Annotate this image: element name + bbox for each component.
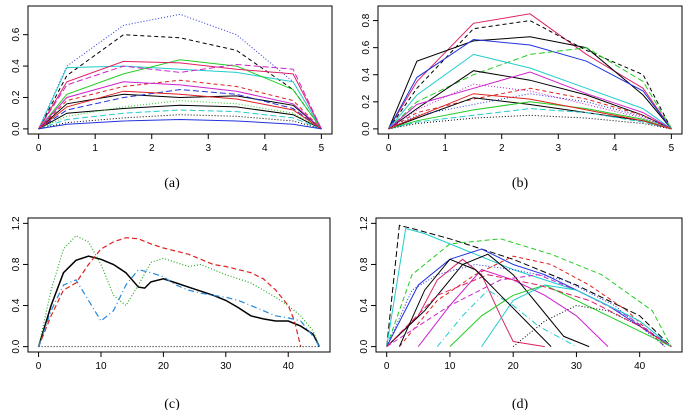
series-line-b-b9 — [388, 87, 672, 130]
x-tick-label-d-1: 10 — [444, 361, 456, 372]
plot-frame-a — [27, 5, 333, 135]
x-tick-label-d-0: 0 — [384, 361, 390, 372]
series-line-b-b8 — [388, 71, 672, 130]
series-line-b-b5 — [388, 47, 672, 130]
x-tick-label-b-3: 3 — [555, 143, 561, 154]
y-tick-label-c-0: 0.0 — [11, 339, 22, 353]
series-line-a-a4 — [38, 59, 322, 130]
series-line-d-d13 — [386, 274, 672, 348]
panel-caption-b: (b) — [512, 176, 529, 191]
series-line-b-b7 — [388, 53, 672, 130]
y-tick-label-a-2: 0.4 — [11, 59, 22, 73]
x-tick-label-a-2: 2 — [149, 143, 155, 154]
y-tick-label-b-2: 0.4 — [361, 67, 372, 81]
panel-caption-a: (a) — [164, 176, 180, 191]
series-line-d-d16 — [398, 258, 552, 347]
series-line-d-d1 — [386, 224, 672, 347]
series-line-b-b2 — [388, 36, 672, 130]
x-tick-label-a-3: 3 — [205, 143, 211, 154]
y-tick-label-a-1: 0.2 — [11, 90, 22, 104]
series-line-d-d8 — [399, 255, 666, 347]
series-line-b-b3 — [388, 20, 672, 130]
series-line-b-b4 — [388, 38, 672, 130]
x-tick-label-c-1: 10 — [95, 361, 107, 372]
series-line-d-d9 — [436, 289, 577, 348]
series-line-a-a9 — [38, 79, 322, 130]
series-line-d-d7 — [386, 253, 590, 348]
series-line-b-b12 — [388, 101, 672, 130]
series-line-a-a15 — [38, 90, 322, 130]
series-line-c-c-red — [38, 237, 302, 347]
y-tick-label-c-1: 0.4 — [11, 298, 22, 312]
y-tick-label-d-1: 0.4 — [359, 298, 370, 312]
series-line-d-d11 — [449, 284, 672, 348]
series-line-b-b13 — [388, 108, 672, 130]
x-tick-label-a-4: 4 — [262, 143, 268, 154]
x-tick-label-b-2: 2 — [499, 143, 505, 154]
x-tick-label-c-4: 40 — [283, 361, 295, 372]
x-tick-label-b-5: 5 — [669, 143, 675, 154]
panel-caption-d: (d) — [512, 397, 529, 410]
series-line-c-c-black — [37, 255, 321, 347]
x-tick-label-b-0: 0 — [386, 143, 392, 154]
series-line-d-d14 — [481, 284, 672, 347]
y-tick-label-d-2: 0.8 — [359, 257, 370, 271]
x-tick-label-c-2: 20 — [158, 361, 170, 372]
x-tick-label-a-0: 0 — [36, 143, 42, 154]
x-tick-label-b-1: 1 — [442, 143, 448, 154]
y-tick-label-a-3: 0.6 — [11, 27, 22, 41]
series-line-a-a8 — [38, 104, 322, 130]
series-line-a-a1 — [38, 34, 322, 130]
y-tick-label-d-3: 1.2 — [359, 216, 370, 230]
y-tick-label-c-2: 0.8 — [11, 257, 22, 271]
x-tick-label-a-1: 1 — [92, 143, 98, 154]
x-tick-label-d-2: 20 — [508, 361, 520, 372]
y-tick-label-b-3: 0.6 — [361, 40, 372, 54]
y-tick-label-b-0: 0.0 — [361, 121, 372, 135]
x-tick-label-c-0: 0 — [36, 361, 42, 372]
series-line-b-b10 — [388, 97, 672, 130]
series-line-b-b16 — [388, 93, 672, 130]
x-tick-label-d-4: 40 — [634, 361, 646, 372]
panel-caption-c: (c) — [164, 397, 180, 410]
series-line-a-a13 — [38, 81, 322, 130]
y-tick-label-a-0: 0.0 — [11, 121, 22, 135]
series-line-d-d12 — [512, 304, 672, 348]
series-line-b-b6 — [388, 70, 672, 130]
series-line-c-c-blue — [38, 268, 320, 347]
series-line-a-a12 — [38, 109, 322, 130]
series-line-b-b14 — [388, 83, 672, 130]
series-line-d-d15 — [386, 274, 672, 348]
series-line-a-a11 — [38, 100, 322, 130]
series-line-a-a7 — [38, 93, 322, 130]
x-tick-label-c-3: 30 — [220, 361, 232, 372]
plot-frame-c — [27, 217, 331, 353]
series-line-d-d5 — [386, 258, 545, 348]
y-tick-label-c-3: 1.2 — [11, 216, 22, 230]
plot-frame-d — [375, 217, 683, 353]
x-tick-label-b-4: 4 — [612, 143, 618, 154]
x-tick-label-a-5: 5 — [319, 143, 325, 154]
x-tick-label-d-3: 30 — [571, 361, 583, 372]
series-line-b-b1 — [388, 13, 672, 130]
y-tick-label-d-0: 0.0 — [359, 339, 370, 353]
series-line-d-d10 — [386, 263, 666, 347]
y-tick-label-b-1: 0.2 — [361, 94, 372, 108]
series-line-a-a5 — [38, 60, 322, 130]
series-line-a-a14 — [38, 114, 322, 130]
series-line-a-a16 — [38, 118, 322, 130]
y-tick-label-b-4: 0.8 — [361, 13, 372, 27]
series-line-b-b15 — [388, 114, 672, 130]
series-line-d-d3 — [386, 238, 672, 347]
plot-frame-b — [377, 5, 683, 135]
series-line-a-a10 — [38, 89, 322, 130]
series-line-a-a3 — [38, 65, 322, 130]
series-line-a-a6 — [38, 63, 322, 130]
